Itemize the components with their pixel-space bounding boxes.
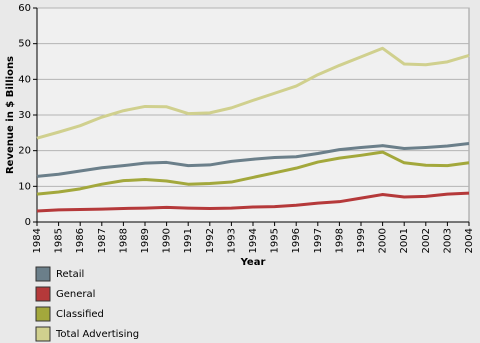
x-tick-label: 1995 xyxy=(270,228,281,253)
x-tick-label: 2001 xyxy=(399,228,410,253)
x-tick-label: 1988 xyxy=(118,228,129,253)
legend-label: General xyxy=(56,289,95,300)
legend-label: Retail xyxy=(56,269,84,280)
x-tick-label: 1999 xyxy=(356,228,367,253)
y-tick-label: 0 xyxy=(25,217,31,228)
x-tick-label: 1984 xyxy=(32,228,43,253)
series-line xyxy=(36,150,470,196)
legend-swatch xyxy=(35,286,51,302)
x-tick-label: 1993 xyxy=(226,228,237,253)
series-line xyxy=(36,46,470,140)
x-axis-title: Year xyxy=(240,257,266,268)
x-tick-label: 1985 xyxy=(54,228,65,253)
y-tick-label: 40 xyxy=(18,74,31,85)
y-tick-label: 10 xyxy=(18,181,31,192)
y-tick-label: 30 xyxy=(18,110,31,121)
x-tick-label: 1989 xyxy=(140,228,151,253)
series-line xyxy=(36,142,470,178)
x-tick-label: 1997 xyxy=(313,228,324,253)
y-tick-label: 50 xyxy=(18,39,31,50)
x-tick-label: 1994 xyxy=(248,228,259,253)
legend-label: Total Advertising xyxy=(55,329,139,340)
x-tick-label: 1987 xyxy=(97,228,108,253)
x-tick-label: 1998 xyxy=(334,228,345,253)
x-tick-label: 1992 xyxy=(205,228,216,253)
x-tick-label: 2002 xyxy=(421,228,432,253)
y-tick-label: 20 xyxy=(18,146,31,157)
x-tick-label: 1991 xyxy=(183,228,194,253)
legend-label: Classified xyxy=(56,309,104,320)
y-tick-label: 60 xyxy=(18,3,31,14)
x-tick-label: 1996 xyxy=(291,228,302,253)
x-tick-label: 2004 xyxy=(464,228,475,253)
legend-swatch xyxy=(35,306,51,322)
x-tick-label: 2003 xyxy=(442,228,453,253)
series-line xyxy=(36,191,470,213)
x-tick-label: 1986 xyxy=(75,228,86,253)
legend-swatch xyxy=(35,326,51,342)
legend-swatch xyxy=(35,266,51,282)
x-tick-label: 2000 xyxy=(378,228,389,253)
y-axis-title: Revenue in $ Billions xyxy=(5,56,16,174)
x-tick-label: 1990 xyxy=(162,228,173,253)
